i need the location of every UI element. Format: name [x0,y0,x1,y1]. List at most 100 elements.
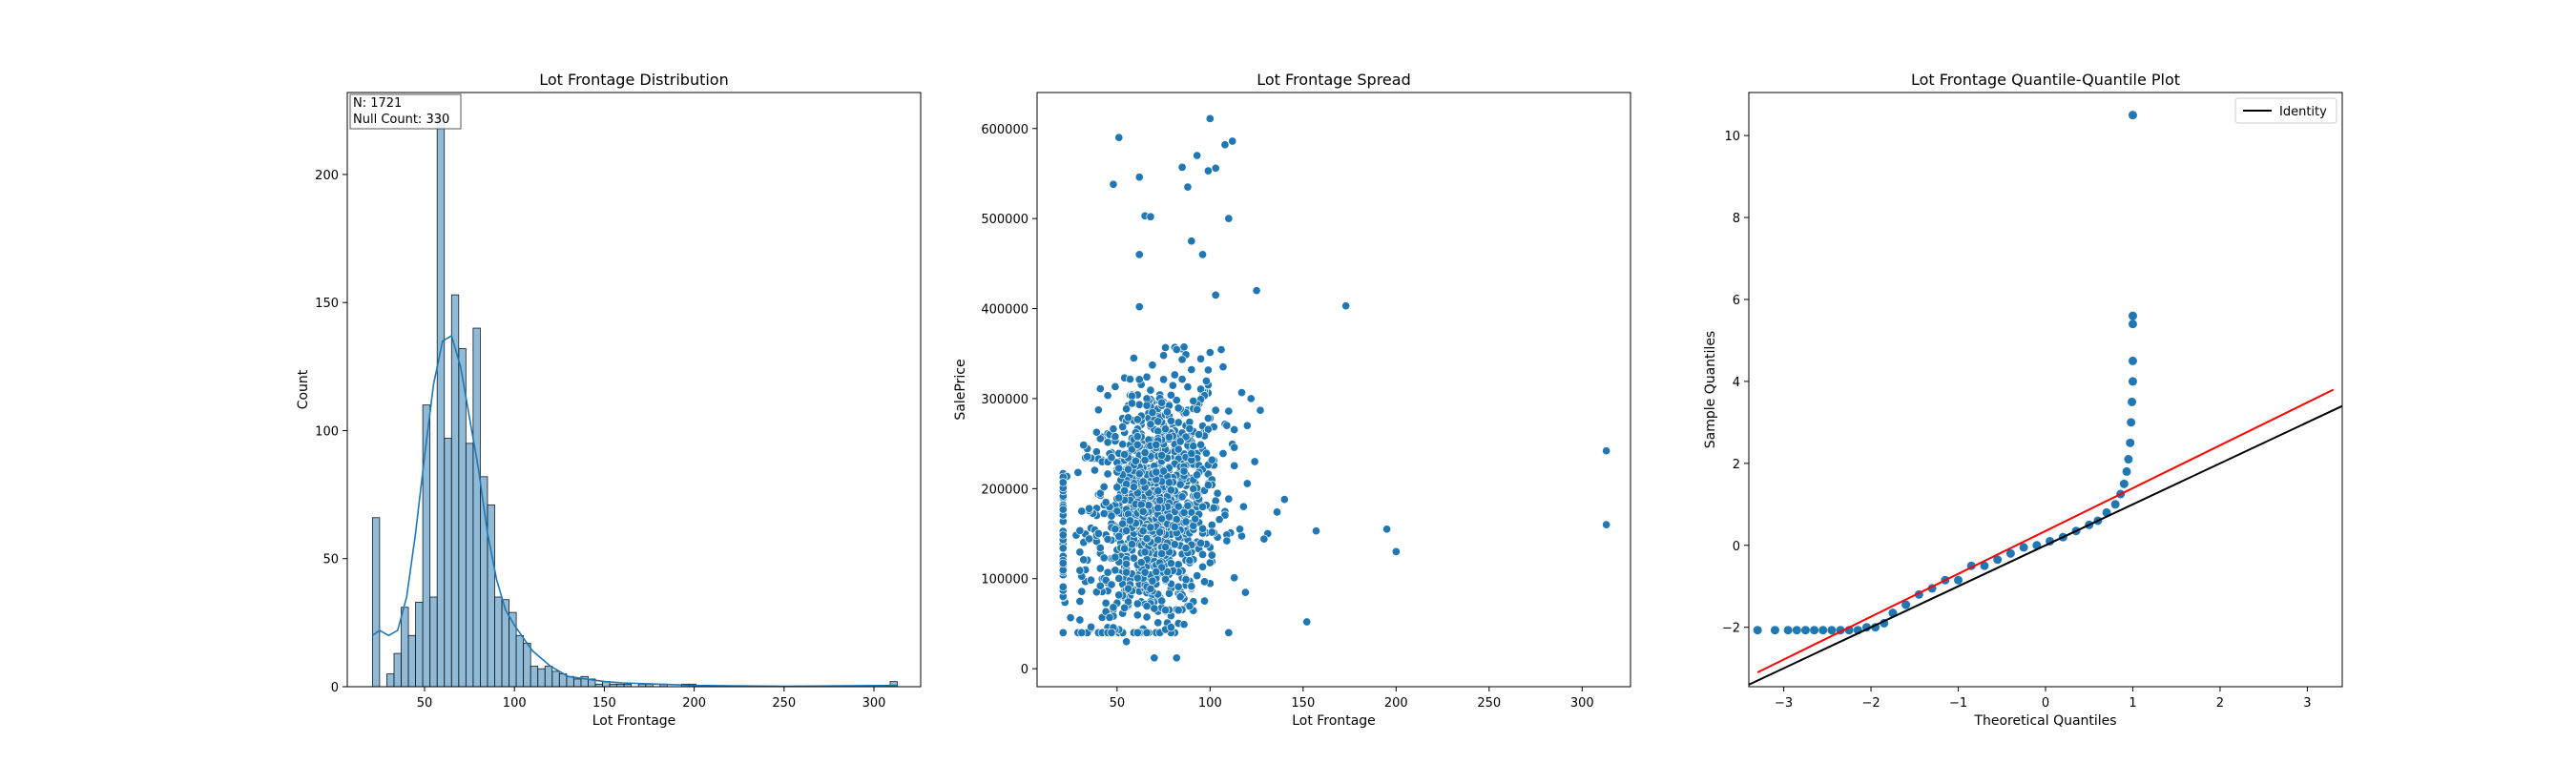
scatter-point [1203,424,1213,434]
scatter-point [1120,603,1130,612]
scatter-point [1132,599,1142,608]
scatter-point [1203,414,1213,423]
histogram-y-tick-label: 150 [315,297,339,311]
scatter-point [1172,653,1181,663]
scatter-point [1191,514,1200,524]
scatter-point [1112,483,1122,492]
scatter-point [1107,628,1116,637]
qq-point [1901,600,1911,609]
scatter-point [1187,365,1196,375]
scatter-point [1160,606,1171,615]
scatter-y-ticks: 0 100000 200000 300000 400000 500000 600000 [981,123,1037,677]
scatter-point [1109,603,1118,612]
qq-y-tick-label: 10 [1724,130,1740,144]
scatter-point [1105,612,1114,622]
scatter-point [1311,526,1321,536]
scatter-point [1193,490,1202,500]
scatter-point [1177,355,1187,364]
scatter-point [1132,432,1142,442]
scatter-point [1196,384,1206,394]
scatter-point [1079,555,1089,565]
scatter-point [1058,544,1068,553]
scatter-point [1095,564,1105,573]
scatter-point [1172,344,1181,355]
scatter-point [1136,558,1146,567]
histogram-y-ticks: 0 50 100 150 200 [315,169,347,695]
scatter-point [1159,466,1169,476]
qq-point [2110,500,2120,509]
scatter-point [1213,488,1222,498]
scatter-point [1341,301,1351,311]
scatter-point [1134,400,1144,409]
scatter-point [1095,384,1105,394]
scatter-point [1114,531,1124,541]
scatter-point [1118,422,1128,432]
qq-point [2128,111,2137,120]
scatter-point [1211,405,1220,415]
scatter-points [1058,113,1611,663]
qq-lines [1748,388,2343,686]
legend-frame [2234,97,2337,124]
scatter-point [1127,391,1136,401]
qq-x-tick-label: −2 [1861,696,1880,711]
histogram-axes-frame [346,92,922,688]
scatter-point [1224,406,1234,416]
scatter-point [1181,575,1191,585]
qq-x-tick-label: −1 [1949,696,1967,711]
scatter-point [1120,449,1130,459]
scatter-point [1107,580,1116,589]
scatter-point [1099,508,1109,519]
scatter-point [1103,567,1112,577]
scatter-point [1181,432,1191,442]
scatter-point [1112,506,1122,516]
scatter-point [1157,450,1167,460]
scatter-x-label: Lot Frontage [1292,713,1376,729]
scatter-point [1209,504,1218,513]
histogram-title: Lot Frontage Distribution [539,71,728,89]
scatter-point [1382,525,1392,534]
scatter-point [1160,574,1171,584]
qq-point [2005,548,2015,558]
scatter-point [1197,502,1208,511]
scatter-point [1075,547,1085,557]
qq-point [2124,455,2133,464]
scatter-point [1148,408,1157,418]
histogram-bar [515,634,525,688]
scatter-point [1174,403,1183,413]
qq-y-tick-label: 0 [1733,540,1740,554]
qq-point [2122,466,2131,476]
scatter-point [1146,385,1155,395]
scatter-point [1228,136,1237,146]
scatter-point [1203,365,1213,375]
histogram-y-tick-label: 100 [315,424,339,439]
scatter-point [1058,628,1068,637]
qq-point [1980,561,1989,570]
scatter-point [1122,404,1132,414]
scatter-point [1120,485,1130,496]
scatter-point [1148,576,1157,586]
scatter-point [1187,448,1196,459]
scatter-point [1132,610,1142,620]
scatter-point [1196,538,1206,548]
scatter-point [1220,140,1230,150]
scatter-point [1090,465,1099,475]
scatter-point [1107,511,1116,521]
scatter-y-tick-label: 400000 [981,303,1028,318]
scatter-point [1142,628,1152,637]
scatter-point [1187,582,1196,591]
scatter-point [1095,581,1105,590]
scatter-point [1075,566,1085,575]
scatter-point [1391,546,1401,556]
scatter-x-tick-label: 50 [1110,696,1126,711]
scatter-point [1166,485,1175,495]
scatter-point [1099,482,1109,492]
scatter-x-tick-label: 100 [1198,696,1222,711]
stats-annotation-frame [349,93,462,130]
stats-annotation-null-count: Null Count: 330 [353,113,449,127]
scatter-point [1174,606,1183,615]
qq-x-tick-label: 2 [2216,696,2224,711]
scatter-point [1174,582,1183,591]
scatter-point [1125,374,1135,384]
scatter-point [1238,502,1248,511]
scatter-point [1216,345,1226,355]
